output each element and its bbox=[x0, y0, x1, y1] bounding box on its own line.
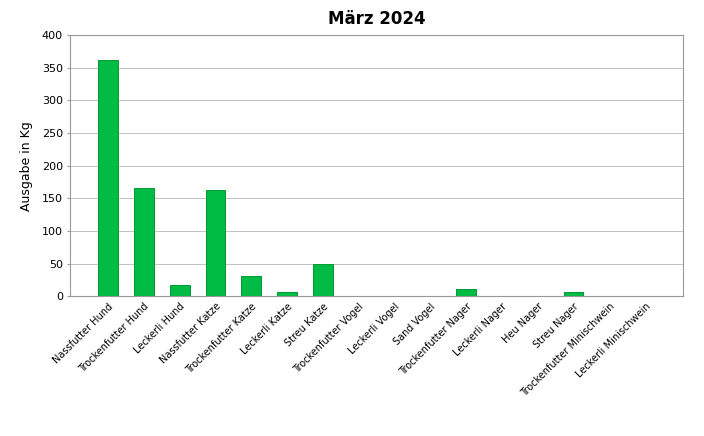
Bar bbox=[241, 276, 261, 296]
Bar bbox=[99, 60, 118, 296]
Bar bbox=[456, 289, 476, 296]
Title: März 2024: März 2024 bbox=[328, 10, 425, 28]
Bar bbox=[206, 190, 225, 296]
Bar bbox=[277, 292, 297, 296]
Bar bbox=[564, 292, 584, 296]
Y-axis label: Ausgabe in Kg: Ausgabe in Kg bbox=[20, 121, 33, 211]
Bar bbox=[134, 188, 153, 296]
Bar bbox=[170, 286, 189, 296]
Bar bbox=[313, 264, 333, 296]
